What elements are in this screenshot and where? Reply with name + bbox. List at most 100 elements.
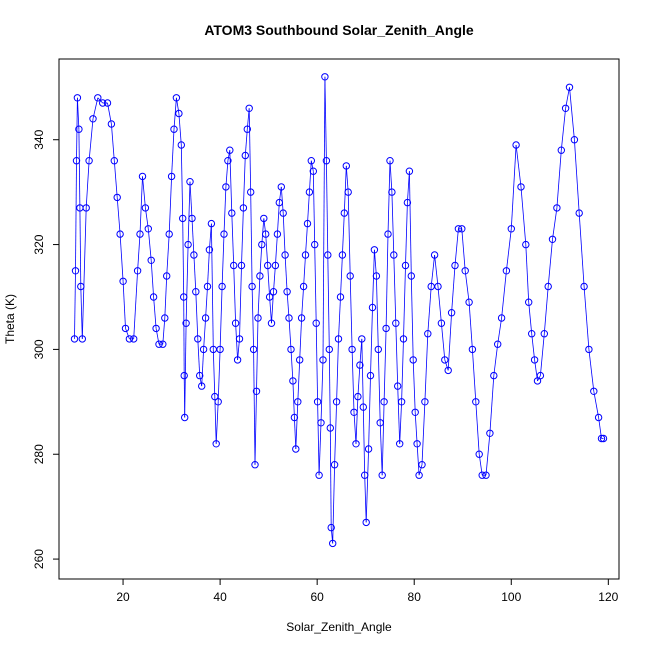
series-line-segment: [239, 265, 242, 339]
data-point: [478, 471, 486, 479]
data-point: [380, 398, 388, 406]
data-point: [307, 157, 315, 165]
series-line-segment: [362, 407, 366, 476]
series-line-segment: [312, 171, 316, 245]
series-line-segment: [574, 139, 580, 214]
data-point: [220, 230, 228, 238]
data-point: [180, 293, 188, 301]
series-line-segment: [207, 249, 210, 287]
series-line-segment: [111, 123, 115, 161]
series-line-segment: [351, 349, 355, 413]
series-line-segment: [235, 323, 238, 360]
y-tick-label: 280: [32, 444, 46, 464]
data-point: [249, 345, 258, 354]
data-point: [275, 198, 283, 207]
data-point: [303, 219, 312, 228]
series-line-segment: [434, 254, 439, 287]
data-point: [188, 214, 196, 223]
series-line-segment: [370, 307, 373, 376]
data-point: [222, 183, 230, 191]
data-point: [309, 167, 317, 175]
data-point: [507, 225, 515, 233]
series-line-segment: [401, 338, 404, 402]
data-point: [196, 371, 204, 380]
series-line-segment: [139, 176, 143, 235]
series-line-segment: [414, 412, 418, 444]
data-point: [458, 225, 466, 233]
data-layer: [70, 73, 608, 548]
data-point: [368, 303, 377, 312]
series-line-segment: [85, 160, 90, 208]
data-point: [224, 157, 232, 165]
series-line-segment: [493, 344, 499, 376]
series-line-segment: [244, 129, 248, 156]
series-line-segment: [342, 213, 345, 256]
series-line-segment: [286, 291, 290, 319]
series-line-segment: [407, 171, 410, 203]
series-line-segment: [265, 234, 269, 266]
series-line-segment: [329, 427, 332, 528]
series-line-segment: [552, 207, 558, 240]
data-point: [192, 288, 200, 296]
data-point: [159, 340, 167, 348]
series-line-segment: [349, 275, 353, 350]
series-line-segment: [451, 265, 456, 313]
data-point: [475, 450, 483, 458]
chart-title: ATOM3 Southbound Solar_Zenith_Angle: [204, 22, 474, 38]
x-tick-label: 120: [598, 590, 618, 604]
data-point: [214, 398, 222, 406]
series-line-segment: [275, 234, 278, 266]
series-line-segment: [147, 228, 152, 261]
series-line-segment: [273, 265, 276, 292]
series-line-segment: [251, 286, 254, 350]
data-point: [599, 434, 608, 443]
series-line-segment: [472, 349, 477, 402]
series-line-segment: [217, 349, 221, 402]
data-point: [281, 251, 289, 259]
series-line-segment: [357, 365, 361, 397]
series-line-segment: [195, 291, 199, 339]
series-line-segment: [353, 412, 357, 444]
series-line-segment: [560, 108, 566, 151]
series-line-segment: [282, 213, 286, 256]
data-point: [256, 272, 264, 280]
data-point: [332, 398, 341, 406]
series-line-segment: [305, 223, 308, 256]
y-tick-label: 260: [32, 549, 46, 569]
series-line-segment: [368, 375, 371, 450]
data-point: [85, 157, 93, 165]
series-line-segment: [464, 270, 470, 303]
data-point: [235, 335, 244, 343]
x-tick-label: 40: [213, 590, 227, 604]
series-line-segment: [444, 359, 449, 371]
data-point: [226, 146, 234, 154]
series-line-segment: [75, 160, 77, 271]
data-point: [141, 204, 150, 212]
series-line-segment: [395, 323, 399, 387]
series-line-segment: [119, 234, 124, 282]
series-line-segment: [297, 359, 301, 402]
series-line-segment: [164, 275, 168, 319]
series-line-segment: [416, 443, 420, 476]
data-point: [163, 272, 171, 280]
data-point: [172, 94, 181, 102]
series-line-segment: [430, 254, 435, 287]
x-tick-label: 60: [310, 590, 324, 604]
series-line-segment: [343, 165, 347, 214]
data-point: [354, 392, 362, 401]
data-point: [82, 204, 90, 212]
series-line-segment: [180, 144, 184, 219]
series-line-segment: [515, 144, 522, 187]
series-line-segment: [525, 244, 530, 303]
data-point: [271, 261, 280, 270]
data-point: [99, 99, 107, 107]
data-point: [305, 188, 314, 196]
series-line-segment: [345, 165, 349, 193]
data-point: [75, 125, 83, 133]
series-line-segment: [543, 286, 549, 334]
series-line-segment: [328, 349, 331, 429]
data-point: [201, 314, 210, 322]
series-line-segment: [326, 160, 329, 256]
series-line-segment: [454, 228, 459, 266]
series-line-segment: [250, 192, 253, 287]
